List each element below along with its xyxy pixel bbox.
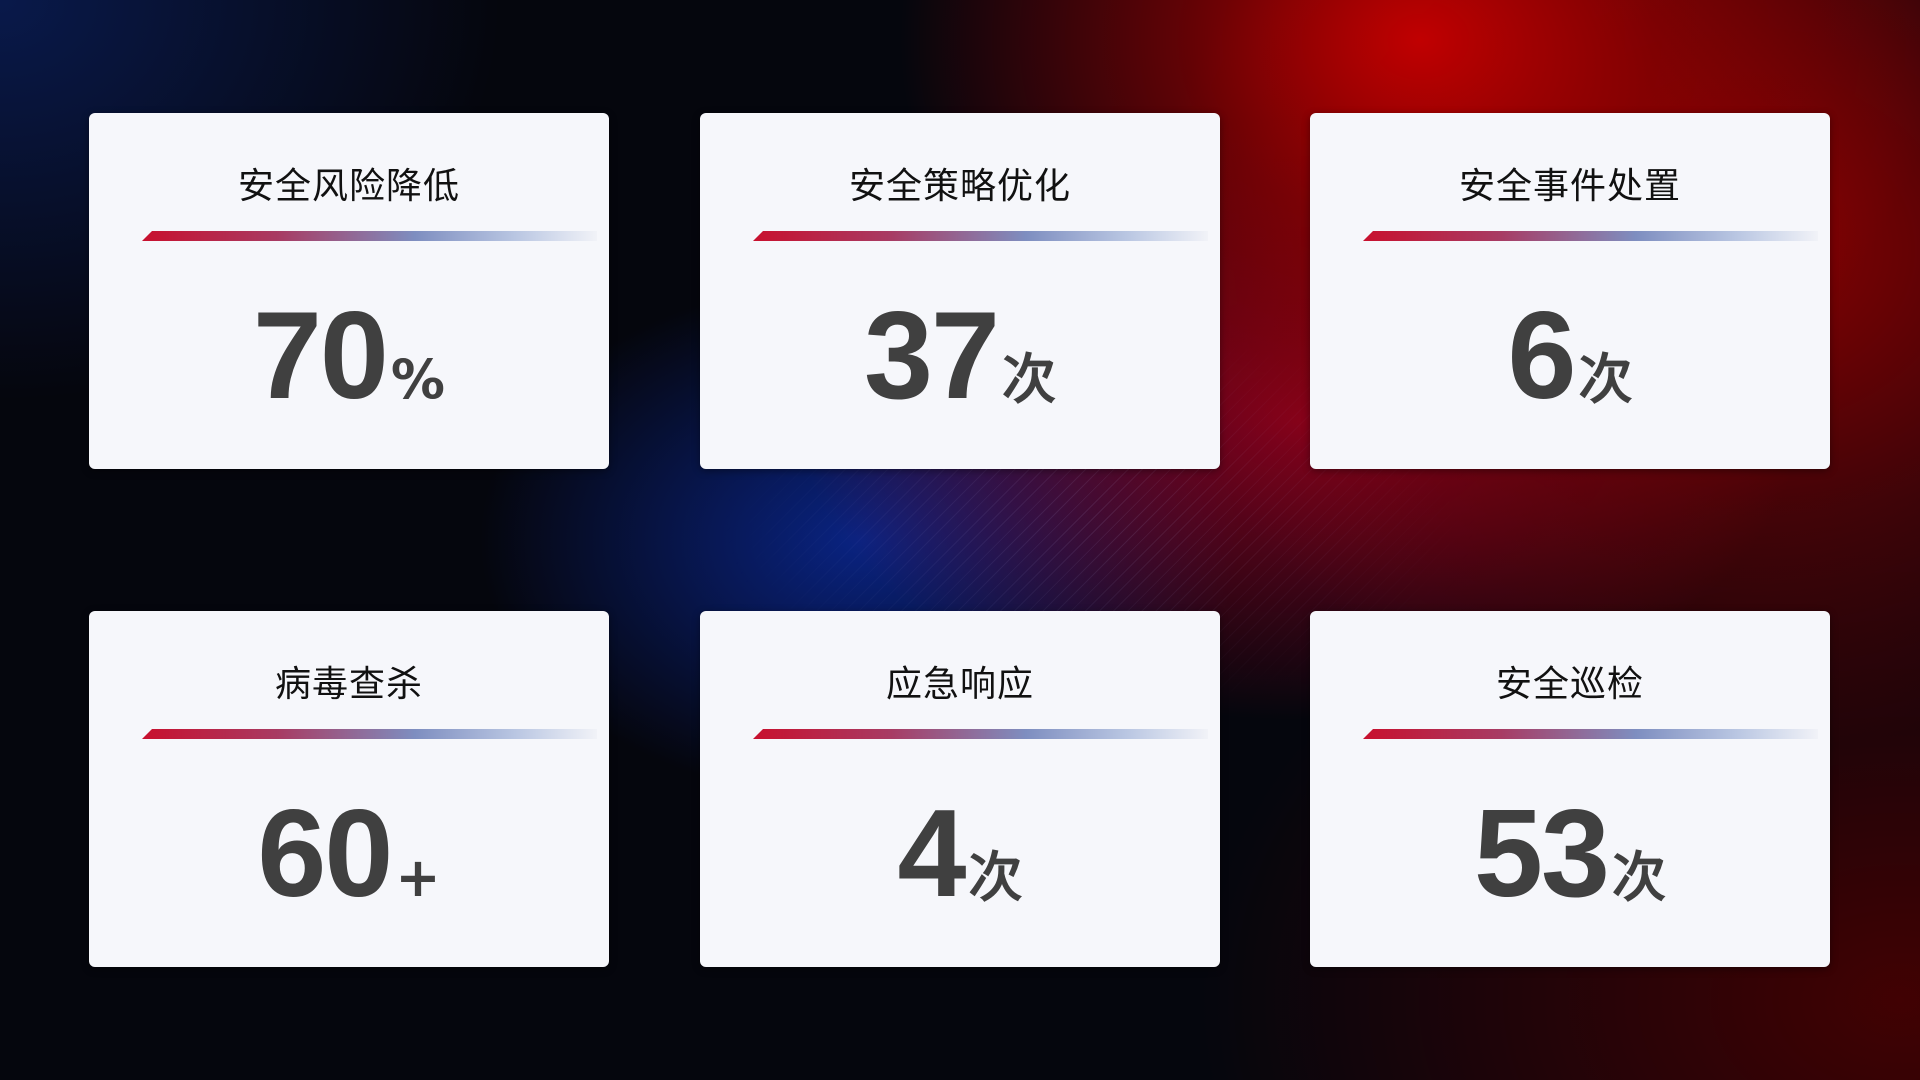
value-number: 37 (864, 287, 1000, 425)
stat-card-risk-reduction: 安全风险降低 70% (89, 113, 609, 469)
stat-card-emergency-response: 应急响应 4次 (700, 611, 1220, 967)
card-title: 安全策略优化 (848, 166, 1071, 207)
value-number: 70 (252, 287, 389, 425)
stat-card-security-patrol: 安全巡检 53次 (1310, 611, 1830, 967)
stat-card-incident-handling: 安全事件处置 6次 (1310, 113, 1830, 469)
value-unit: % (390, 348, 446, 411)
value-number: 6 (1507, 287, 1577, 425)
value-number: 4 (897, 785, 967, 923)
card-value: 37次 (700, 285, 1220, 427)
card-value: 53次 (1310, 783, 1830, 925)
stat-card-virus-removal: 病毒查杀 60+ (89, 611, 609, 967)
value-unit: 次 (1611, 846, 1666, 909)
gradient-divider (142, 231, 597, 241)
stat-card-policy-optimization: 安全策略优化 37次 (700, 113, 1220, 469)
value-number: 60 (257, 785, 393, 923)
gradient-divider (1363, 231, 1818, 241)
card-title: 安全风险降低 (237, 166, 460, 207)
value-unit: + (395, 846, 441, 909)
card-title: 应急响应 (885, 664, 1034, 705)
value-number: 53 (1474, 785, 1610, 923)
card-value: 6次 (1310, 285, 1830, 427)
card-title: 安全事件处置 (1458, 166, 1681, 207)
value-unit: 次 (968, 846, 1023, 909)
value-unit: 次 (1001, 348, 1056, 411)
card-value: 4次 (700, 783, 1220, 925)
value-unit: 次 (1578, 348, 1633, 411)
card-value: 70% (89, 285, 609, 427)
gradient-divider (753, 231, 1208, 241)
gradient-divider (1363, 729, 1818, 739)
gradient-divider (142, 729, 597, 739)
card-title: 病毒查杀 (274, 664, 423, 705)
gradient-divider (753, 729, 1208, 739)
card-title: 安全巡检 (1495, 664, 1644, 705)
card-value: 60+ (89, 783, 609, 925)
